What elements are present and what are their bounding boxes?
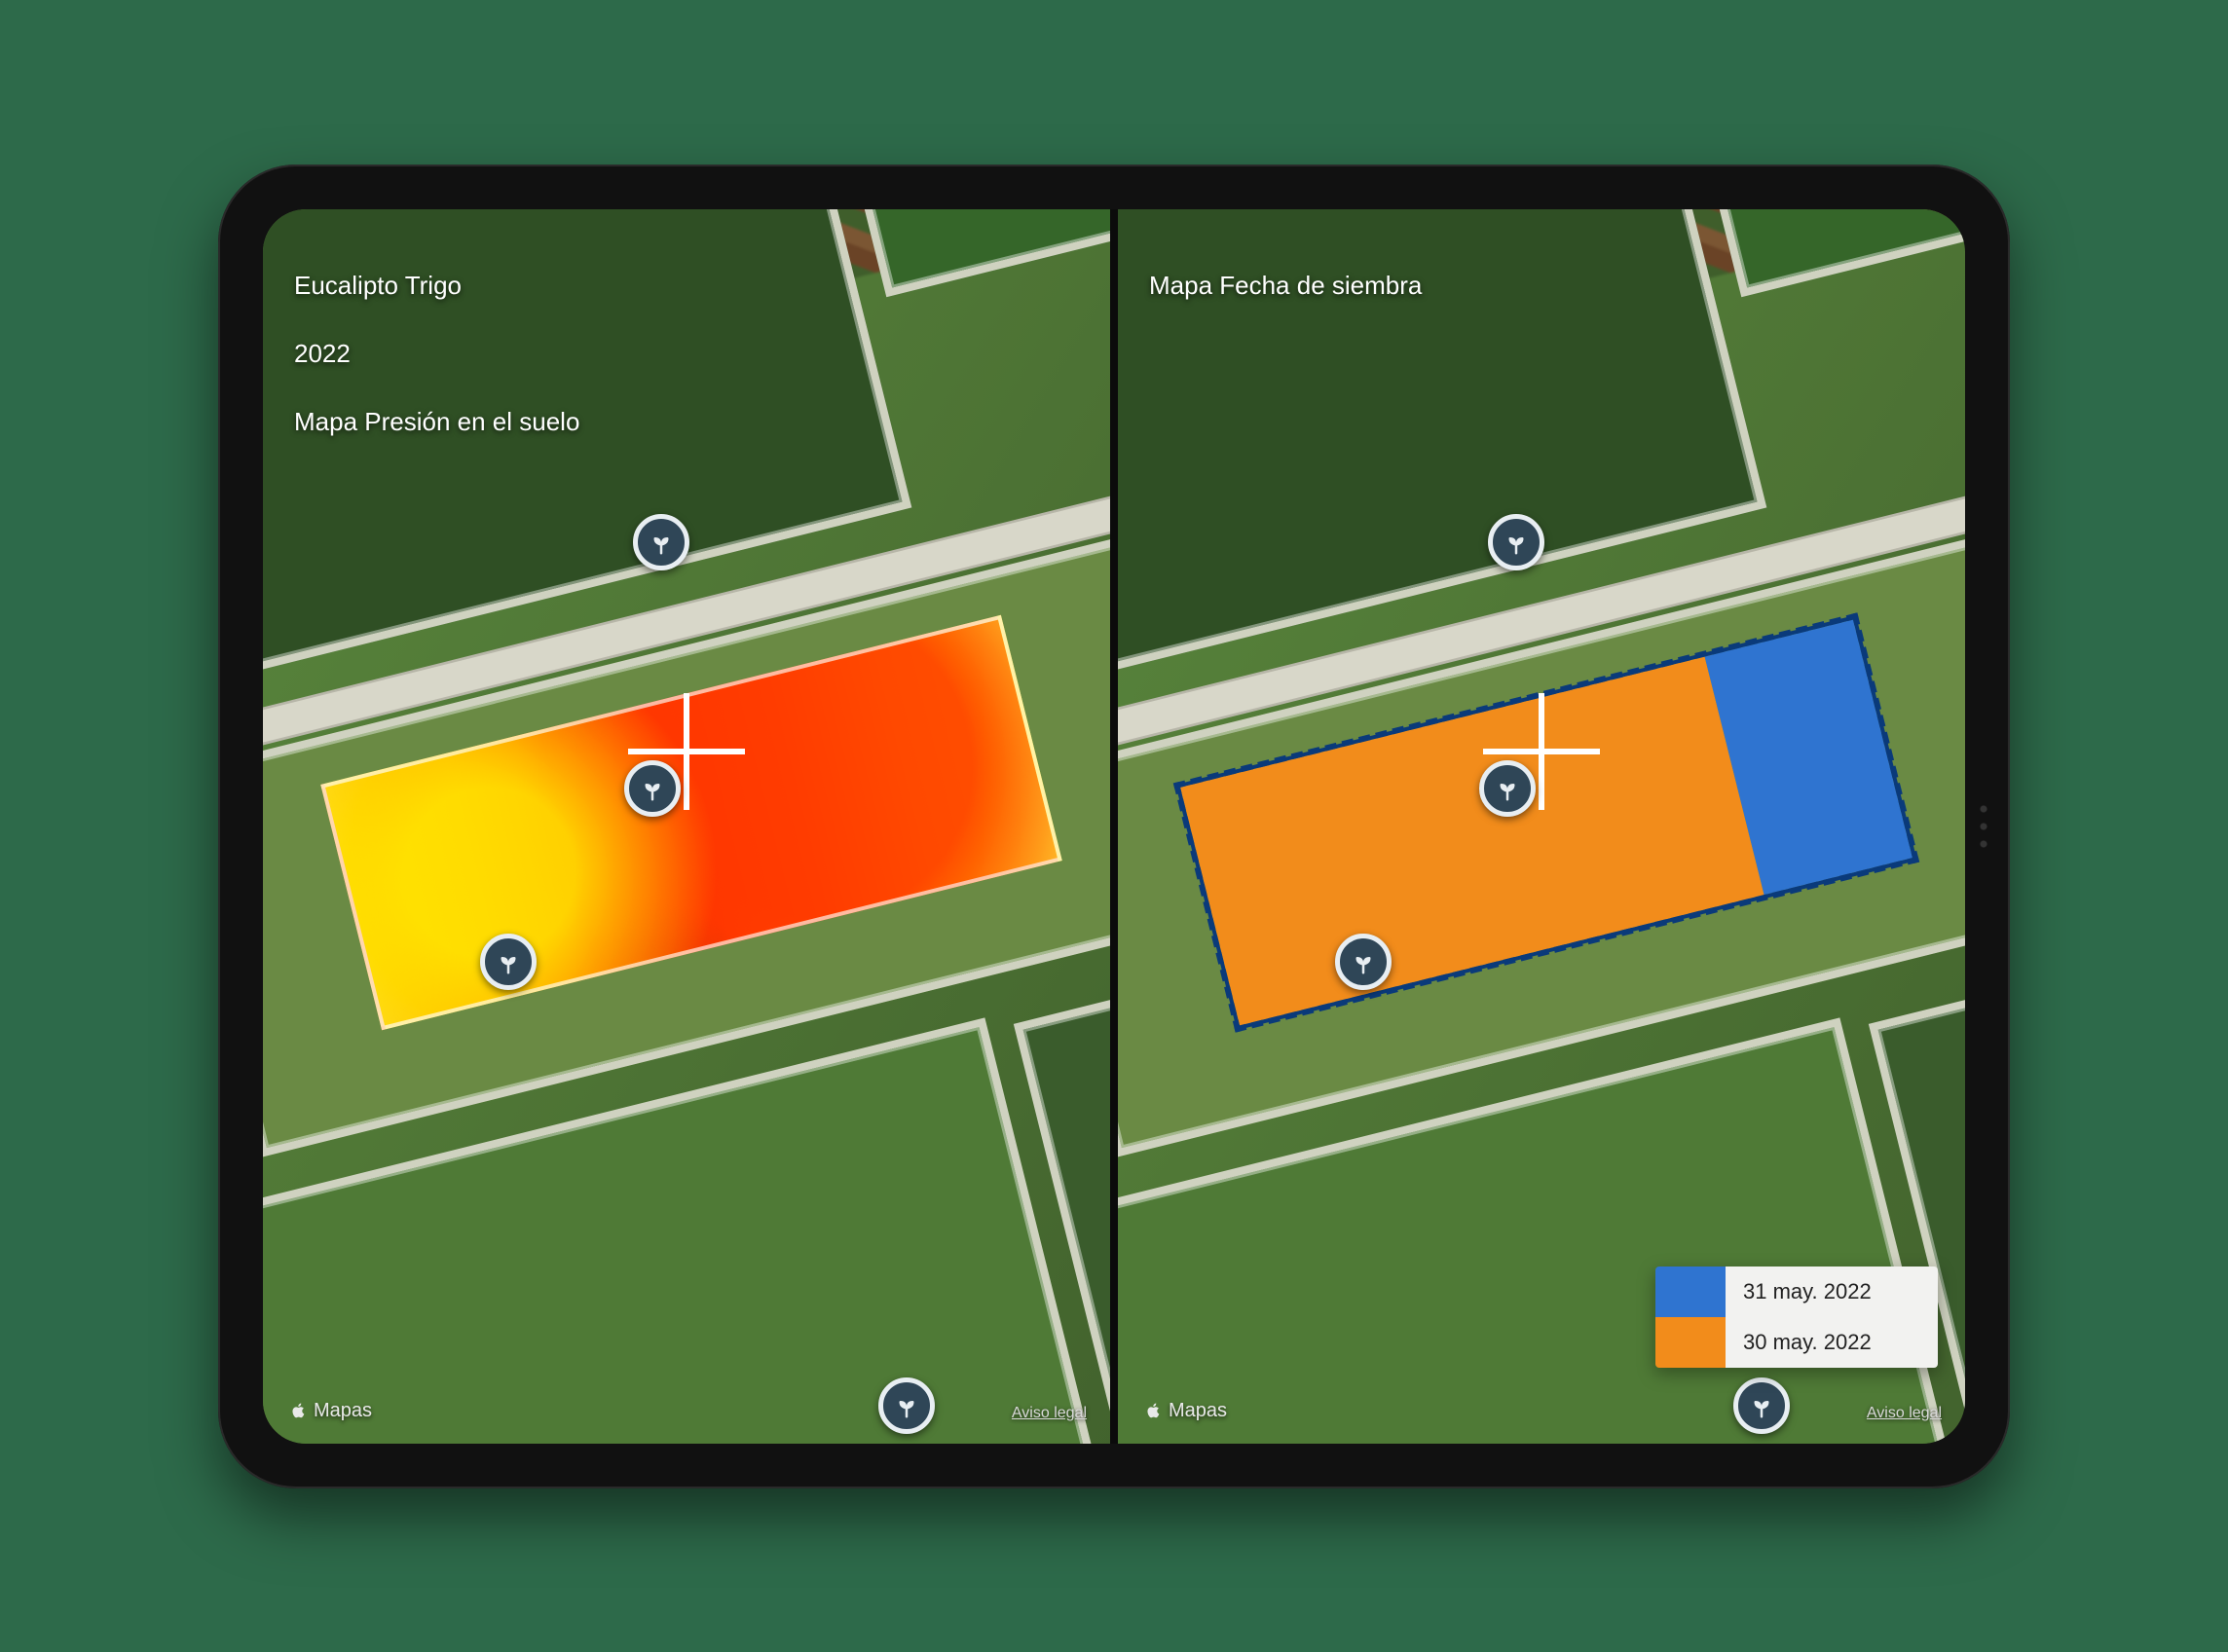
legend-row: 30 may. 2022	[1655, 1317, 1938, 1368]
sprout-icon	[494, 947, 523, 976]
sprout-marker[interactable]	[624, 760, 681, 817]
pane-title-line: Mapa Fecha de siembra	[1149, 271, 1422, 300]
sprout-marker[interactable]	[1479, 760, 1536, 817]
pane-title-line: 2022	[294, 339, 351, 368]
legend-label: 31 may. 2022	[1726, 1267, 1938, 1317]
apple-logo-icon	[1145, 1402, 1163, 1419]
maps-attribution: Mapas	[1145, 1400, 1227, 1422]
tablet-device-frame: Eucalipto Trigo 2022 Mapa Presión en el …	[218, 165, 2010, 1488]
sprout-marker[interactable]	[1733, 1377, 1790, 1434]
sprout-icon	[1747, 1391, 1776, 1420]
sprout-icon	[1493, 774, 1522, 803]
sprout-icon	[892, 1391, 921, 1420]
sprout-icon	[647, 528, 676, 557]
pane-title: Mapa Fecha de siembra	[1149, 235, 1422, 303]
maps-attribution: Mapas	[290, 1400, 372, 1422]
sprout-icon	[1502, 528, 1531, 557]
sprout-marker[interactable]	[878, 1377, 935, 1434]
maps-attribution-label: Mapas	[1169, 1400, 1227, 1422]
legend-label: 30 may. 2022	[1726, 1317, 1938, 1368]
sprout-icon	[1349, 947, 1378, 976]
pane-title-line: Mapa Presión en el suelo	[294, 407, 579, 436]
sprout-marker[interactable]	[480, 934, 537, 990]
legal-link[interactable]: Aviso legal	[1867, 1405, 1942, 1422]
apple-logo-icon	[290, 1402, 308, 1419]
pane-title-line: Eucalipto Trigo	[294, 271, 462, 300]
legal-link[interactable]: Aviso legal	[1012, 1405, 1087, 1422]
right-map-pane[interactable]: Mapa Fecha de siembra 31 may. 2022 30 ma…	[1118, 209, 1965, 1444]
pane-title: Eucalipto Trigo 2022 Mapa Presión en el …	[294, 235, 579, 440]
legend-swatch	[1655, 1317, 1726, 1368]
maps-attribution-label: Mapas	[314, 1400, 372, 1422]
split-view-divider[interactable]	[1110, 209, 1118, 1444]
screen: Eucalipto Trigo 2022 Mapa Presión en el …	[263, 209, 1965, 1444]
legend-swatch	[1655, 1267, 1726, 1317]
left-map-pane[interactable]: Eucalipto Trigo 2022 Mapa Presión en el …	[263, 209, 1110, 1444]
legend-row: 31 may. 2022	[1655, 1267, 1938, 1317]
sprout-marker[interactable]	[1335, 934, 1392, 990]
sprout-icon	[638, 774, 667, 803]
sprout-marker[interactable]	[1488, 514, 1544, 570]
legend: 31 may. 2022 30 may. 2022	[1655, 1267, 1938, 1368]
sprout-marker[interactable]	[633, 514, 689, 570]
